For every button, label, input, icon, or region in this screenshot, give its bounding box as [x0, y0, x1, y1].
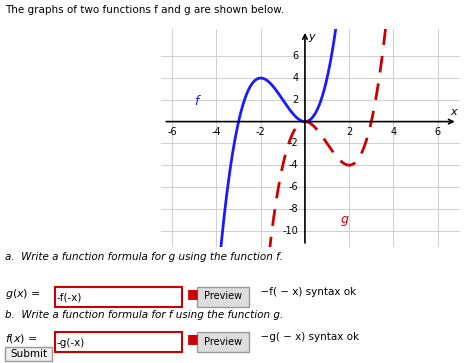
Text: x: x	[450, 107, 456, 117]
Text: Preview: Preview	[204, 337, 242, 347]
Text: ■: ■	[187, 332, 199, 345]
Text: g: g	[340, 213, 348, 226]
Text: -8: -8	[289, 204, 298, 214]
Text: 2: 2	[346, 127, 352, 137]
Text: -2: -2	[256, 127, 265, 137]
Text: -4: -4	[212, 127, 221, 137]
Text: 6: 6	[292, 51, 298, 61]
Text: a.  Write a function formula for g using the function f.: a. Write a function formula for g using …	[5, 252, 283, 262]
Text: 2: 2	[292, 95, 298, 105]
Text: $g(x)$ =: $g(x)$ =	[5, 287, 41, 301]
Text: −f( − x) syntax ok: −f( − x) syntax ok	[254, 287, 356, 297]
Text: f: f	[194, 95, 199, 108]
Text: The graphs of two functions f and g are shown below.: The graphs of two functions f and g are …	[5, 5, 284, 16]
Text: Preview: Preview	[204, 291, 242, 301]
Text: 4: 4	[391, 127, 396, 137]
Text: -4: -4	[289, 160, 298, 170]
Text: $f(x)$ =: $f(x)$ =	[5, 332, 37, 345]
Text: -2: -2	[289, 138, 298, 148]
Text: Submit: Submit	[10, 348, 47, 359]
Text: ■: ■	[187, 287, 199, 300]
Text: b.  Write a function formula for f using the function g.: b. Write a function formula for f using …	[5, 310, 283, 321]
Text: -f(-x): -f(-x)	[57, 292, 82, 302]
Text: −g( − x) syntax ok: −g( − x) syntax ok	[254, 332, 359, 342]
Text: y: y	[308, 32, 315, 42]
Text: -6: -6	[289, 182, 298, 192]
Text: -10: -10	[283, 225, 298, 236]
Text: 4: 4	[292, 73, 298, 83]
Text: -6: -6	[167, 127, 177, 137]
Text: 6: 6	[435, 127, 441, 137]
Text: -g(-x): -g(-x)	[57, 338, 85, 348]
